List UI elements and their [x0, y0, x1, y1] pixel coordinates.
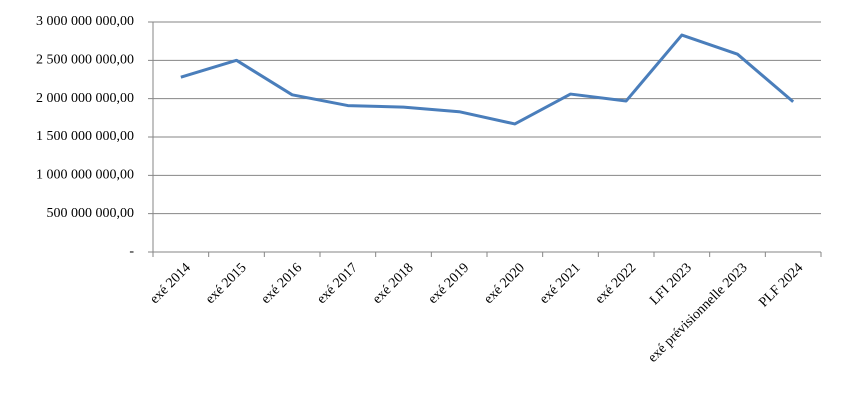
y-tick-label: 3 000 000 000,00 [36, 14, 134, 29]
x-tick-label: exé prévisionnelle 2023 [645, 260, 750, 365]
x-tick-label: exé 2022 [593, 260, 640, 307]
y-tick-label: - [129, 244, 134, 259]
y-tick-label: 500 000 000,00 [47, 206, 135, 221]
x-tick-label: PLF 2024 [756, 260, 806, 310]
x-tick-label: exé 2017 [314, 260, 361, 307]
x-tick-label: exé 2016 [259, 260, 306, 307]
y-tick-label: 1 000 000 000,00 [36, 168, 134, 183]
x-tick-label: exé 2015 [203, 260, 250, 307]
x-tick-label: exé 2019 [426, 260, 473, 307]
x-tick-label: exé 2018 [370, 260, 417, 307]
x-tick-label: exé 2020 [481, 260, 528, 307]
y-tick-label: 2 000 000 000,00 [36, 91, 134, 106]
data-line [180, 33, 795, 126]
x-tick-label: exé 2014 [147, 260, 194, 307]
y-tick-label: 2 500 000 000,00 [36, 53, 134, 68]
x-tick-label: exé 2021 [537, 260, 584, 307]
y-tick-label: 1 500 000 000,00 [36, 129, 134, 144]
x-tick-label: LFI 2023 [647, 260, 695, 308]
